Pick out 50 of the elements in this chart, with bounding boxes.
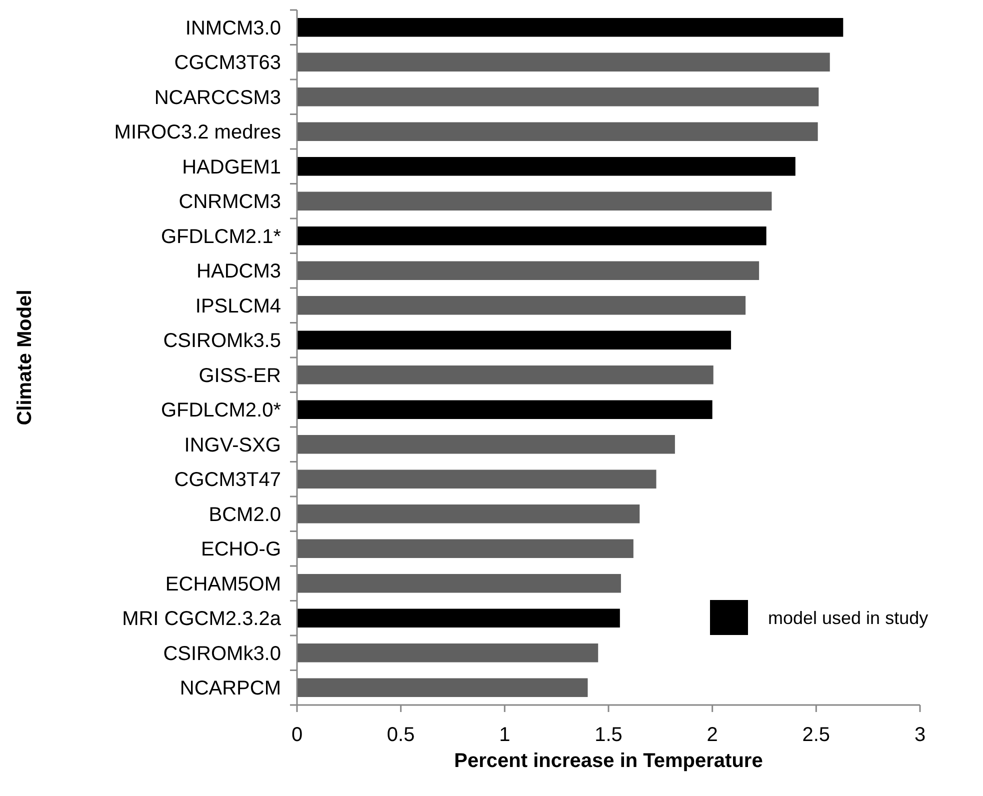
y-tick-label: MRI CGCM2.3.2a <box>122 608 282 630</box>
y-tick-label: GFDLCM2.0* <box>160 400 282 422</box>
y-tick-label: GISS-ER <box>198 364 281 387</box>
bar <box>297 678 588 698</box>
y-tick-label: HADCM3 <box>196 260 281 283</box>
y-tick-label: INMCM3.0 <box>185 17 281 40</box>
y-tick-label: IPSLCM4 <box>195 295 281 318</box>
bar <box>297 87 819 106</box>
y-tick-label: NCARCCSM3 <box>154 86 281 109</box>
bar <box>297 122 818 142</box>
y-tick-label: CNRMCM3 <box>178 191 281 214</box>
x-tick-label: 1 <box>499 724 510 746</box>
bar <box>297 52 830 72</box>
bar <box>297 434 675 454</box>
y-tick-label: GFDLCM2.1* <box>160 226 282 248</box>
x-tick-label: 2 <box>706 724 718 746</box>
y-tick-label: HADGEM1 <box>182 156 281 178</box>
x-tick-label: 2.5 <box>802 724 830 746</box>
bar <box>297 608 620 628</box>
bar <box>297 400 712 420</box>
bar <box>297 226 766 246</box>
bar <box>297 156 796 176</box>
bar <box>297 365 714 384</box>
bar <box>297 296 746 315</box>
bar <box>297 539 634 558</box>
x-tick-label: 1.5 <box>594 724 622 746</box>
y-tick-label: CSIROMk3.5 <box>163 330 281 352</box>
bar <box>297 643 598 662</box>
bar <box>297 504 640 524</box>
y-tick-label: NCARPCM <box>180 678 281 700</box>
legend-label: model used in study <box>768 608 928 628</box>
x-tick-label: 0 <box>291 724 303 746</box>
y-tick-label: ECHO-G <box>201 538 281 561</box>
y-tick-label: MIROC3.2 medres <box>114 122 281 144</box>
y-tick-label: CSIROMk3.0 <box>163 642 281 665</box>
bar <box>297 18 844 37</box>
bar <box>297 330 732 350</box>
y-tick-label: ECHAM5OM <box>165 573 281 596</box>
x-tick-label: 3 <box>914 724 926 746</box>
y-tick-label: CGCM3T63 <box>174 52 281 74</box>
x-tick-label: 0.5 <box>386 724 415 746</box>
x-axis-title: Percent increase in Temperature <box>454 750 763 772</box>
y-tick-label: BCM2.0 <box>208 504 281 526</box>
y-tick-label: CGCM3T47 <box>174 469 281 492</box>
y-axis-title: Climate Model <box>14 290 36 426</box>
y-tick-label: INGV-SXG <box>184 434 281 456</box>
bar <box>297 192 772 211</box>
bar <box>297 470 656 489</box>
bar <box>297 574 621 593</box>
bar <box>297 261 760 280</box>
